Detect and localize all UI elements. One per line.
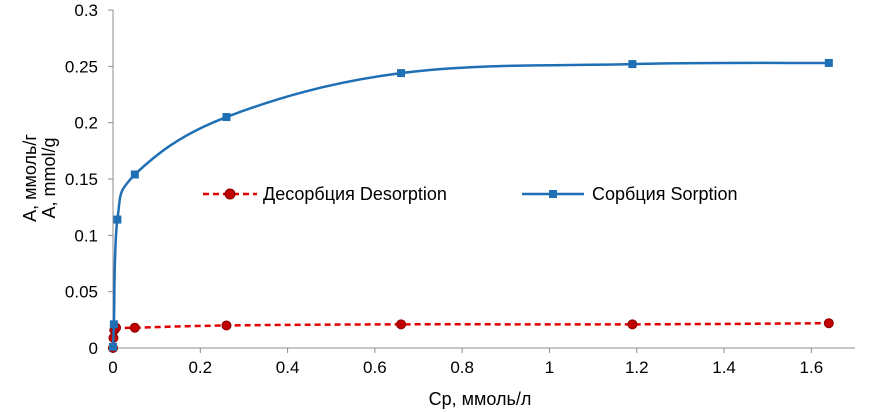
data-point-desorption bbox=[627, 319, 638, 330]
x-tick-label: 0.2 bbox=[188, 358, 212, 377]
legend-label-sorption: Сорбция Sorption bbox=[592, 184, 738, 204]
y-tick-label: 0.15 bbox=[65, 170, 98, 189]
y-tick-label: 0.05 bbox=[65, 283, 98, 302]
series-desorption bbox=[108, 318, 834, 353]
y-axis-title-line-1: А, ммоль/г bbox=[20, 134, 40, 222]
x-tick-label: 0.6 bbox=[363, 358, 387, 377]
series-sorption bbox=[109, 58, 833, 351]
x-tick-label: 0 bbox=[108, 358, 117, 377]
data-point-sorption bbox=[109, 342, 117, 351]
x-tick-label: 0.8 bbox=[450, 358, 474, 377]
legend-marker-sorption bbox=[549, 190, 557, 198]
data-point-sorption bbox=[397, 69, 406, 78]
data-point-sorption bbox=[824, 58, 833, 67]
series-line-desorption bbox=[111, 321, 829, 349]
data-point-sorption bbox=[109, 320, 118, 329]
y-tick-label: 0 bbox=[89, 339, 98, 358]
series-line-sorption bbox=[111, 61, 829, 347]
data-point-desorption bbox=[396, 319, 407, 330]
y-axis-title-line-2: А, mmol/g bbox=[39, 137, 59, 218]
data-point-sorption bbox=[628, 60, 637, 69]
legend-marker-desorption bbox=[224, 188, 236, 200]
x-tick-labels: 0 0.2 0.4 0.6 0.8 1 1.2 1.4 1.6 bbox=[108, 348, 823, 377]
legend-item-sorption: Сорбция Sorption bbox=[522, 184, 738, 204]
x-tick-label: 1 bbox=[545, 358, 554, 377]
data-point-desorption bbox=[823, 318, 834, 329]
legend-label-desorption: Десорбция Desorption bbox=[263, 184, 447, 204]
y-tick-label: 0.25 bbox=[65, 57, 98, 76]
data-point-desorption bbox=[221, 320, 232, 331]
x-tick-label: 1.4 bbox=[712, 358, 736, 377]
y-tick-labels: 0 0.05 0.1 0.15 0.2 0.25 0.3 bbox=[65, 1, 113, 358]
data-point-sorption bbox=[222, 113, 231, 122]
data-point-sorption bbox=[130, 170, 139, 179]
x-tick-label: 1.6 bbox=[800, 358, 824, 377]
y-tick-label: 0.3 bbox=[74, 1, 98, 20]
y-tick-label: 0.1 bbox=[74, 226, 98, 245]
axes bbox=[112, 10, 855, 349]
x-tick-label: 1.2 bbox=[625, 358, 649, 377]
data-point-desorption bbox=[129, 322, 140, 333]
y-tick-label: 0.2 bbox=[74, 114, 98, 133]
x-axis-title: Ср, ммоль/л bbox=[429, 389, 532, 409]
x-tick-label: 0.4 bbox=[276, 358, 300, 377]
data-point-sorption bbox=[113, 215, 122, 224]
series-layer bbox=[108, 58, 834, 353]
legend: Десорбция Desorption Сорбция Sorption bbox=[203, 184, 738, 204]
legend-item-desorption: Десорбция Desorption bbox=[203, 184, 447, 204]
